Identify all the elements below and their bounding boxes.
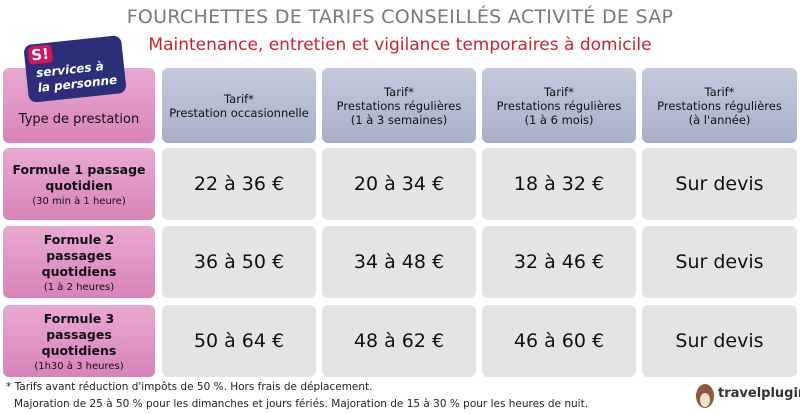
brand: travelplugin <box>718 386 800 401</box>
row-name: Formule 1 passage quotidien <box>12 161 146 193</box>
header-label: Type de prestation <box>18 112 140 127</box>
header-line: Prestations régulières <box>496 98 622 113</box>
header-cell: Tarif* Prestation occasionnelle <box>162 68 316 143</box>
price-cell: Sur devis <box>642 148 797 220</box>
row-detail: (1h30 à 3 heures) <box>34 360 124 372</box>
row-name: Formule 3 passages quotidiens <box>41 310 117 358</box>
header-line: (1 à 3 semaines) <box>350 112 448 127</box>
header-line: Prestations régulières <box>336 98 462 113</box>
row-detail: (30 min à 1 heure) <box>32 195 126 207</box>
row-header: Formule 3 passages quotidiens (1h30 à 3 h… <box>3 305 155 377</box>
header-cell: Tarif* Prestations régulières (à l'année) <box>642 68 797 143</box>
title: FOURCHETTES DE TARIFS CONSEILLÉS ACTIVIT… <box>126 6 674 28</box>
row-header: Formule 1 passage quotidien (30 min à 1 h… <box>3 148 155 220</box>
header-tag: Tarif* <box>704 84 735 99</box>
logo-mark: S! <box>27 44 53 65</box>
header-cell: Tarif* Prestations régulières (1 à 3 semai… <box>322 68 476 143</box>
header-line: Prestation occasionnelle <box>169 105 309 120</box>
price-cell: 18 à 32 € <box>482 148 636 220</box>
price-cell: 36 à 50 € <box>162 226 316 298</box>
row-detail: (1 à 2 heures) <box>43 281 115 293</box>
footnote: Majoration de 25 à 50 % pour les dimanch… <box>14 398 589 410</box>
header-line: (à l'année) <box>688 112 751 127</box>
subtitle: Maintenance, entretien et vigilance temp… <box>148 35 652 55</box>
price-cell: 32 à 46 € <box>482 226 636 298</box>
header-cell: Tarif* Prestations régulières (1 à 6 mois) <box>482 68 636 143</box>
price-cell: 22 à 36 € <box>162 148 316 220</box>
header-line: (1 à 6 mois) <box>524 112 594 127</box>
header-tag: Tarif* <box>384 84 414 99</box>
price-cell: 34 à 48 € <box>322 226 476 298</box>
price-cell: 20 à 34 € <box>322 148 476 220</box>
price-cell: 46 à 60 € <box>482 305 636 377</box>
header-tag: Tarif* <box>544 84 574 99</box>
row-name: Formule 2 passages quotidiens <box>41 231 117 279</box>
logo: S! services à la personne <box>23 35 127 103</box>
price-cell: 48 à 62 € <box>322 305 476 377</box>
price-cell: Sur devis <box>642 305 797 377</box>
footnote: * Tarifs avant réduction d'impôts de 50 … <box>6 381 373 393</box>
brand-icon <box>696 384 714 408</box>
row-header: Formule 2 passages quotidiens (1 à 2 heur… <box>3 226 155 298</box>
price-cell: 50 à 64 € <box>162 305 316 377</box>
header-line: Prestations régulières <box>657 98 782 113</box>
price-cell: Sur devis <box>642 226 797 298</box>
header-tag: Tarif* <box>224 91 254 106</box>
